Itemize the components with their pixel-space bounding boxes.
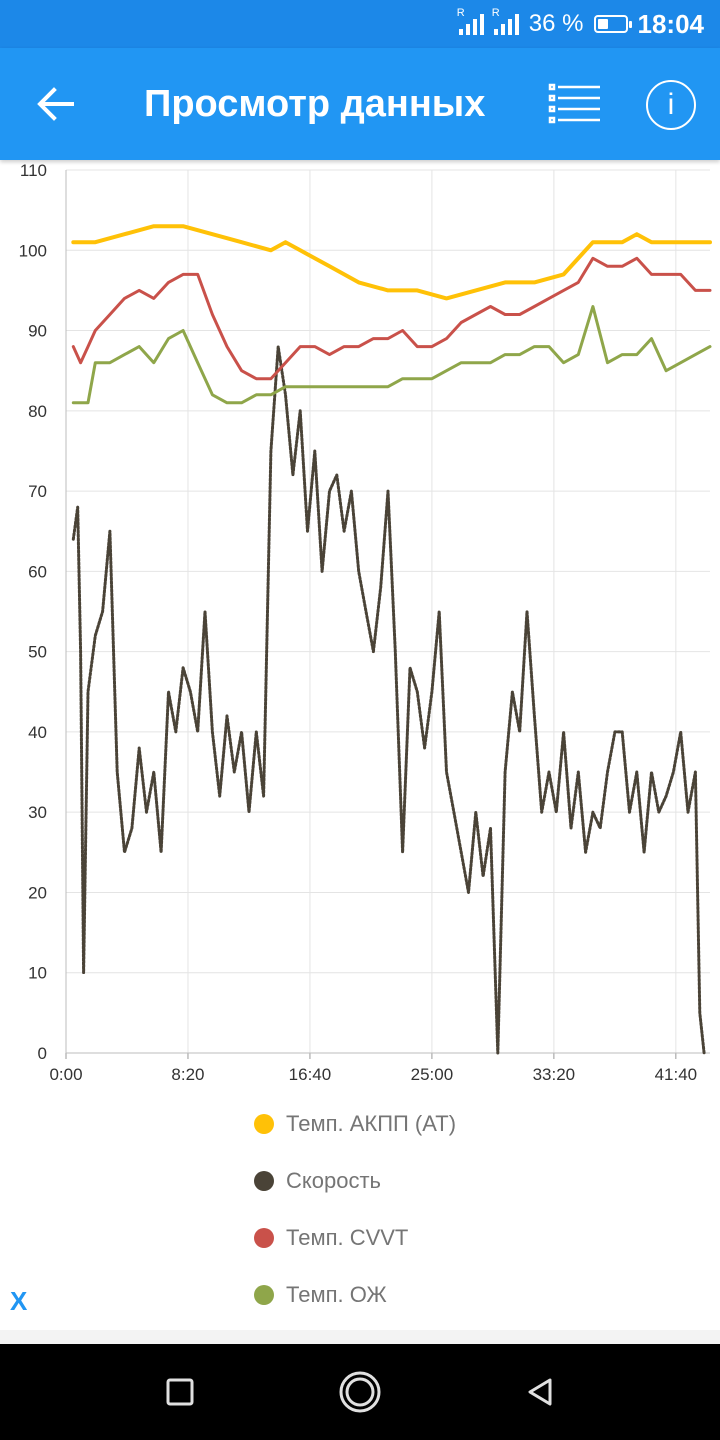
y-tick-label: 20 bbox=[28, 883, 47, 902]
y-tick-label: 30 bbox=[28, 803, 47, 822]
x-tick-label: 8:20 bbox=[171, 1065, 204, 1084]
series-line-speed bbox=[71, 345, 706, 1055]
battery-icon bbox=[593, 15, 632, 33]
series-line-cvvt bbox=[71, 256, 712, 381]
y-tick-label: 80 bbox=[28, 402, 47, 421]
x-tick-label: 16:40 bbox=[289, 1065, 332, 1084]
navigation-bar bbox=[0, 1344, 720, 1440]
x-tick-label: 0:00 bbox=[49, 1065, 82, 1084]
legend-dot-icon bbox=[254, 1228, 274, 1248]
triangle-back-icon[interactable] bbox=[520, 1372, 560, 1412]
series-line-ozh bbox=[71, 305, 712, 405]
legend-dot-icon bbox=[254, 1171, 274, 1191]
y-tick-label: 10 bbox=[28, 964, 47, 983]
list-icon[interactable] bbox=[548, 82, 602, 126]
y-tick-label: 40 bbox=[28, 723, 47, 742]
y-tick-label: 60 bbox=[28, 562, 47, 581]
close-button[interactable]: X bbox=[10, 1286, 28, 1316]
y-tick-label: 70 bbox=[28, 482, 47, 501]
signal-icon: R bbox=[457, 7, 484, 35]
legend-item-speed: Скорость bbox=[254, 1161, 381, 1201]
x-tick-label: 25:00 bbox=[411, 1065, 454, 1084]
x-tick-label: 33:20 bbox=[533, 1065, 576, 1084]
info-icon[interactable]: i bbox=[646, 80, 696, 130]
divider bbox=[0, 1330, 720, 1344]
y-tick-label: 50 bbox=[28, 643, 47, 662]
y-tick-label: 90 bbox=[28, 322, 47, 341]
y-tick-label: 110 bbox=[20, 161, 47, 180]
line-chart: 0 10 20 30 40 50 60 70 80 90 100 110 0:00 8:20 16:40 25… bbox=[19, 161, 712, 1084]
clock: 18:04 bbox=[637, 8, 705, 39]
arrow-left-icon[interactable] bbox=[34, 82, 78, 126]
legend-item-akpp: Темп. АКПП (AT) bbox=[254, 1104, 456, 1144]
y-tick-label: 100 bbox=[19, 241, 47, 260]
legend-item-ozh: Темп. ОЖ bbox=[254, 1275, 387, 1315]
circle-icon[interactable] bbox=[338, 1370, 382, 1414]
signal-icon: R bbox=[492, 7, 519, 35]
square-icon[interactable] bbox=[160, 1372, 200, 1412]
status-bar: R R 36 % 18:04 bbox=[0, 0, 720, 48]
legend-dot-icon bbox=[254, 1114, 274, 1134]
battery-percent: 36 % bbox=[528, 10, 584, 37]
x-tick-label: 41:40 bbox=[655, 1065, 698, 1084]
series-line-akpp bbox=[71, 224, 712, 301]
page-title: Просмотр данных bbox=[144, 83, 486, 125]
legend-item-cvvt: Темп. CVVT bbox=[254, 1218, 408, 1258]
y-tick-label: 0 bbox=[38, 1044, 47, 1063]
legend-dot-icon bbox=[254, 1285, 274, 1305]
app-bar: Просмотр данных i bbox=[0, 48, 720, 160]
